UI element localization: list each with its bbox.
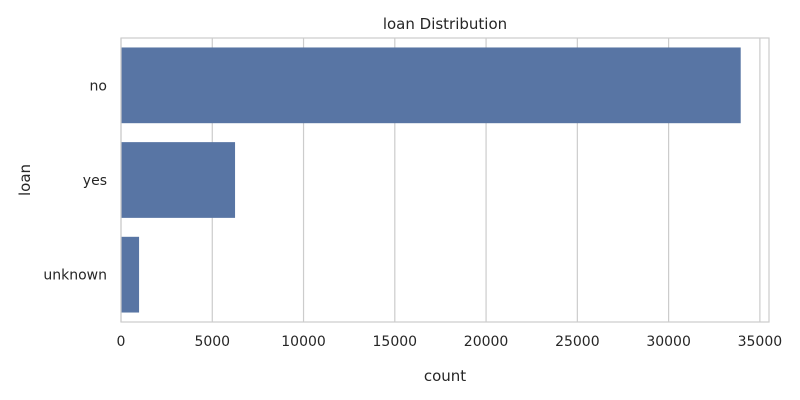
bar-unknown	[121, 236, 140, 313]
y-tick-label: unknown	[43, 268, 107, 284]
bar-yes	[121, 142, 236, 218]
bar-no	[121, 47, 741, 124]
y-tick-labels: no yes unknown	[43, 78, 107, 283]
x-tick-label: 30000	[646, 334, 691, 350]
x-tick-labels: 0 5000 10000 15000 20000 25000 30000 35000	[117, 334, 783, 350]
x-axis-label: count	[424, 367, 466, 385]
chart-title: loan Distribution	[383, 15, 507, 33]
x-tick-label: 35000	[738, 334, 783, 350]
y-axis-label: loan	[16, 164, 34, 196]
plot-frame	[120, 37, 770, 323]
x-tick-label: 25000	[555, 334, 600, 350]
y-tick-label: no	[90, 78, 107, 94]
x-tick-label: 15000	[373, 334, 418, 350]
x-tick-label: 5000	[194, 334, 230, 350]
x-tick-label: 20000	[464, 334, 509, 350]
x-tick-label: 10000	[281, 334, 326, 350]
y-tick-label: yes	[83, 173, 107, 189]
bar-layer	[121, 47, 741, 313]
x-tick-label: 0	[117, 334, 126, 350]
